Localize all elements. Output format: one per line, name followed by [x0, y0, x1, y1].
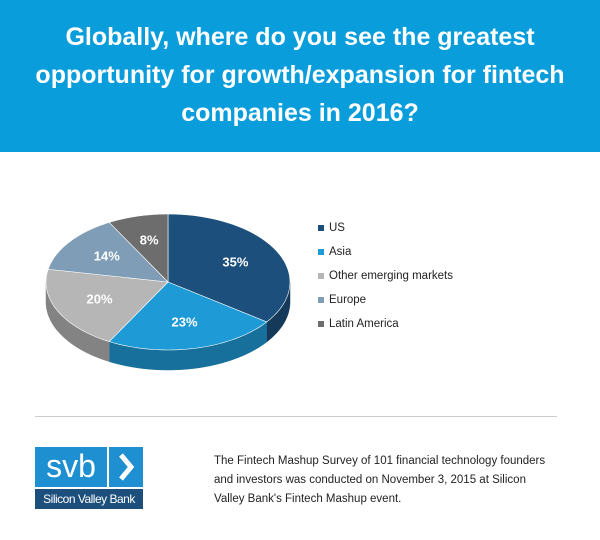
legend-swatch — [318, 297, 324, 303]
divider — [35, 416, 557, 417]
legend-swatch — [318, 249, 324, 255]
legend-label: Other emerging markets — [329, 270, 453, 282]
chart: 35% 23% 20% 14% 8% US Asia Other emerging marke… — [45, 213, 453, 371]
legend-swatch — [318, 225, 324, 231]
slice — [108, 281, 268, 351]
data-label: 20% — [87, 291, 113, 306]
logo: svb — [35, 447, 107, 487]
legend-label: Asia — [329, 246, 352, 258]
slice — [108, 213, 169, 283]
slice — [45, 268, 169, 342]
legend-swatch — [318, 273, 324, 279]
logo-chevron — [109, 447, 143, 487]
slice — [167, 213, 291, 323]
slice — [47, 222, 169, 283]
chevron-icon — [119, 453, 135, 481]
data-label: 35% — [222, 254, 248, 269]
legend-label: US — [329, 222, 345, 234]
chart-title: Globally, where do you see the greatest … — [35, 23, 565, 127]
footnote: The Fintech Mashup Survey of 101 financi… — [214, 455, 546, 505]
data-label: 23% — [171, 315, 197, 330]
data-label: 14% — [94, 249, 120, 264]
bank-name: Silicon Valley Bank — [35, 489, 143, 509]
legend-swatch — [318, 321, 324, 327]
banner: Globally, where do you see the greatest … — [0, 0, 600, 152]
data-label: 8% — [140, 233, 159, 248]
legend-label: Latin America — [329, 318, 399, 330]
legend-label: Europe — [329, 294, 366, 306]
